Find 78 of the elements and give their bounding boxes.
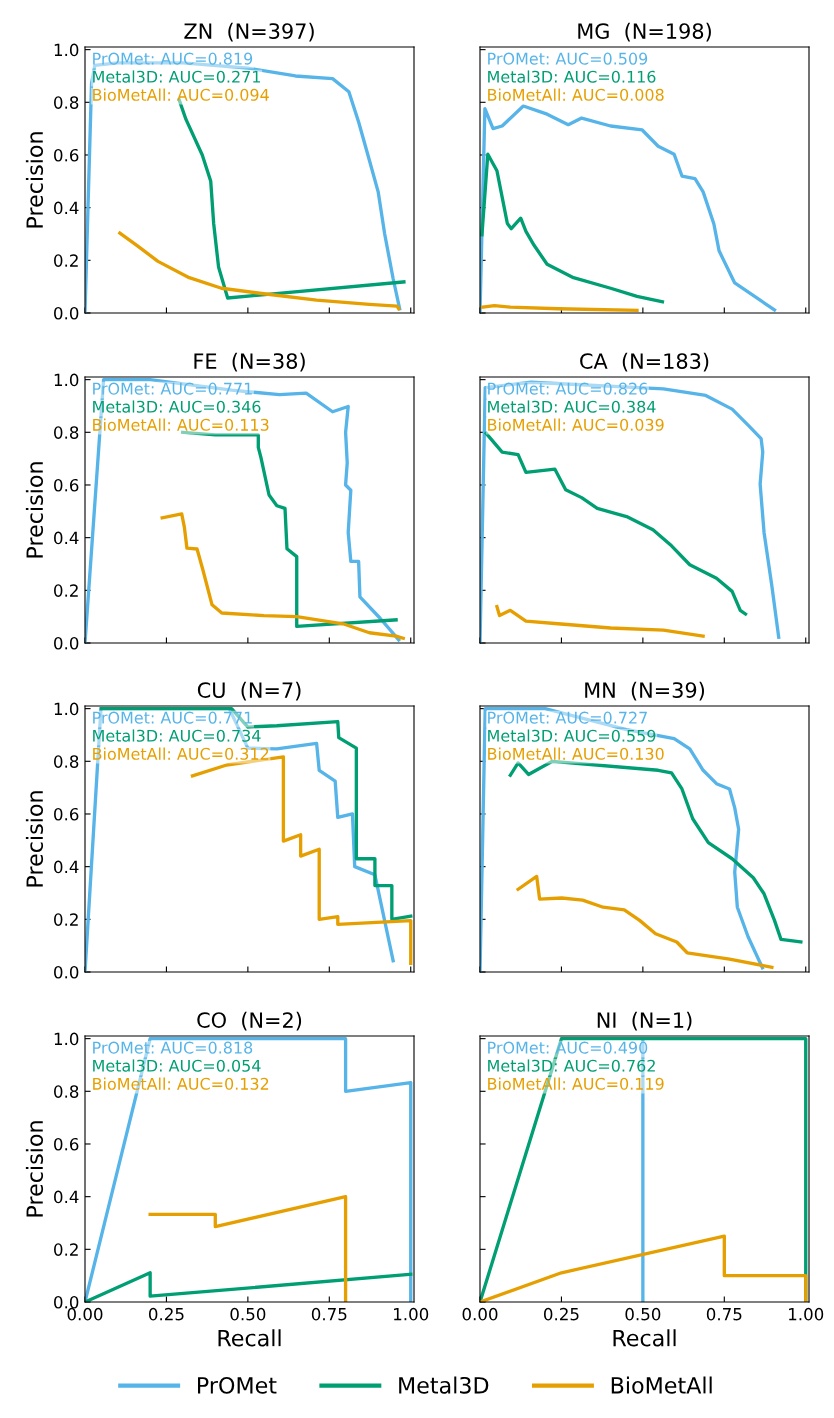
annotation: BioMetAll: AUC=0.312 [93, 747, 269, 760]
y-tick-label: 0.4 [54, 531, 79, 545]
y-axis-title: Precision [25, 791, 44, 887]
x-tick-label: 0.25 [148, 1307, 184, 1321]
chart-title: MN (N=39) [585, 681, 705, 701]
x-tick-label: 0.00 [67, 1307, 103, 1321]
y-tick-label: 0.6 [54, 478, 79, 492]
chart-title: CU (N=7) [197, 681, 301, 701]
annotation: Metal3D: AUC=0.762 [488, 1059, 655, 1072]
annotation: PrOMet: AUC=0.819 [93, 52, 253, 65]
annotation: Metal3D: AUC=0.384 [488, 400, 656, 413]
y-tick-label: 0.4 [54, 201, 79, 215]
y-axis-title: Precision [25, 462, 44, 558]
legend-label: BioMetAll [611, 1376, 712, 1394]
chart-title: ZN (N=397) [184, 22, 314, 42]
y-tick-label: 0.0 [54, 965, 79, 979]
y-tick-label: 0.2 [54, 913, 78, 926]
x-tick-label: 0.75 [706, 1307, 742, 1321]
annotation: Metal3D: AUC=0.116 [488, 70, 656, 83]
x-tick-label: 0.25 [543, 1307, 579, 1321]
chart-title: CA (N=183) [580, 352, 709, 372]
y-tick-label: 0.8 [54, 1085, 79, 1098]
chart-title: FE (N=38) [194, 352, 305, 372]
line-series [148, 1194, 348, 1302]
line-series [181, 430, 398, 629]
annotation: Metal3D: AUC=0.271 [93, 70, 260, 83]
y-tick-label: 0.4 [54, 860, 79, 874]
chart-title: CO (N=2) [197, 1011, 302, 1031]
y-axis-title: Precision [25, 1121, 44, 1217]
x-tick-label: 0.50 [625, 1307, 661, 1321]
y-tick-label: 0.2 [54, 584, 78, 597]
x-tick-label: 0.00 [462, 1307, 498, 1321]
y-tick-label: 0.2 [54, 1243, 78, 1256]
annotation: BioMetAll: AUC=0.094 [93, 88, 269, 101]
x-tick-label: 1.00 [789, 1307, 824, 1321]
y-tick-label: 1.0 [54, 43, 79, 57]
line-series [160, 512, 405, 640]
annotation: PrOMet: AUC=0.826 [488, 382, 648, 395]
annotation: BioMetAll: AUC=0.008 [488, 88, 664, 101]
annotation: Metal3D: AUC=0.346 [93, 400, 261, 413]
y-tick-label: 0.0 [54, 1295, 79, 1309]
y-tick-label: 0.8 [54, 755, 79, 768]
annotation: PrOMet: AUC=0.771 [93, 382, 252, 395]
y-tick-label: 0.2 [54, 254, 78, 267]
y-tick-label: 0.6 [54, 148, 79, 162]
line-series [118, 231, 401, 311]
annotation: Metal3D: AUC=0.734 [93, 729, 261, 742]
y-tick-label: 0.0 [54, 636, 79, 650]
x-tick-label: 1.00 [394, 1307, 429, 1321]
y-axis-title: Precision [25, 132, 44, 228]
annotation: BioMetAll: AUC=0.119 [488, 1077, 664, 1090]
line-series [85, 1036, 413, 1302]
annotation: BioMetAll: AUC=0.132 [93, 1077, 269, 1090]
annotation: PrOMet: AUC=0.727 [488, 711, 647, 724]
x-axis-title: Recall [218, 1329, 281, 1347]
legend-label: PrOMet [198, 1376, 277, 1394]
x-axis-title: Recall [613, 1329, 676, 1347]
annotation: BioMetAll: AUC=0.039 [488, 418, 664, 431]
chart-title: MG (N=198) [578, 22, 711, 42]
annotation: BioMetAll: AUC=0.113 [93, 418, 269, 431]
y-tick-label: 0.6 [54, 807, 79, 821]
annotation: Metal3D: AUC=0.559 [488, 729, 656, 742]
y-tick-label: 0.8 [54, 96, 79, 109]
y-tick-label: 0.6 [54, 1137, 79, 1151]
y-tick-label: 1.0 [54, 1032, 79, 1046]
annotation: PrOMet: AUC=0.818 [93, 1041, 253, 1054]
annotation: PrOMet: AUC=0.509 [488, 52, 648, 65]
legend-label: Metal3D [399, 1376, 489, 1394]
y-tick-label: 0.0 [54, 306, 79, 320]
y-tick-label: 1.0 [54, 702, 79, 716]
annotation: Metal3D: AUC=0.054 [93, 1059, 261, 1072]
y-tick-label: 1.0 [54, 373, 79, 387]
x-tick-label: 0.50 [230, 1307, 266, 1321]
chart-title: NI (N=1) [597, 1011, 692, 1031]
x-tick-label: 0.75 [311, 1307, 347, 1321]
annotation: BioMetAll: AUC=0.130 [488, 747, 664, 760]
y-tick-label: 0.8 [54, 426, 79, 439]
y-tick-label: 0.4 [54, 1190, 79, 1204]
